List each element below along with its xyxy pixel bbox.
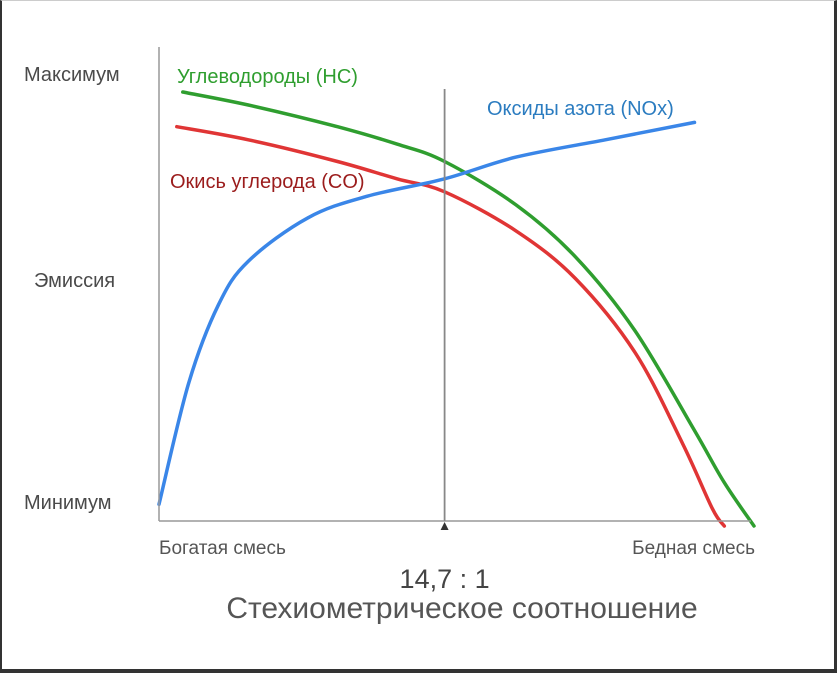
labels-layer: Максимум Эмиссия Минимум Богатая смесь Б… (24, 64, 755, 625)
stoichiometric-caption: Стехиометрическое соотношение (226, 592, 697, 625)
series-label-hc: Углеводороды (HC) (177, 66, 358, 88)
series-line-co (175, 124, 727, 528)
series-label-nox: Оксиды азота (NOx) (487, 98, 674, 120)
stoichiometric-marker-tick (440, 522, 449, 530)
y-tick-max: Максимум (24, 64, 120, 86)
y-tick-min: Минимум (24, 492, 112, 514)
x-tick-lean: Бедная смесь (632, 538, 755, 559)
x-tick-rich: Богатая смесь (159, 538, 286, 559)
stoichiometric-ratio-label: 14,7 : 1 (400, 564, 490, 594)
series-label-co: Окись углерода (CO) (170, 171, 365, 193)
y-axis-label: Эмиссия (34, 270, 115, 292)
axes-layer (158, 47, 751, 530)
series-layer (157, 90, 756, 528)
series-line-nox (157, 120, 697, 507)
series-line-hc (181, 90, 756, 528)
